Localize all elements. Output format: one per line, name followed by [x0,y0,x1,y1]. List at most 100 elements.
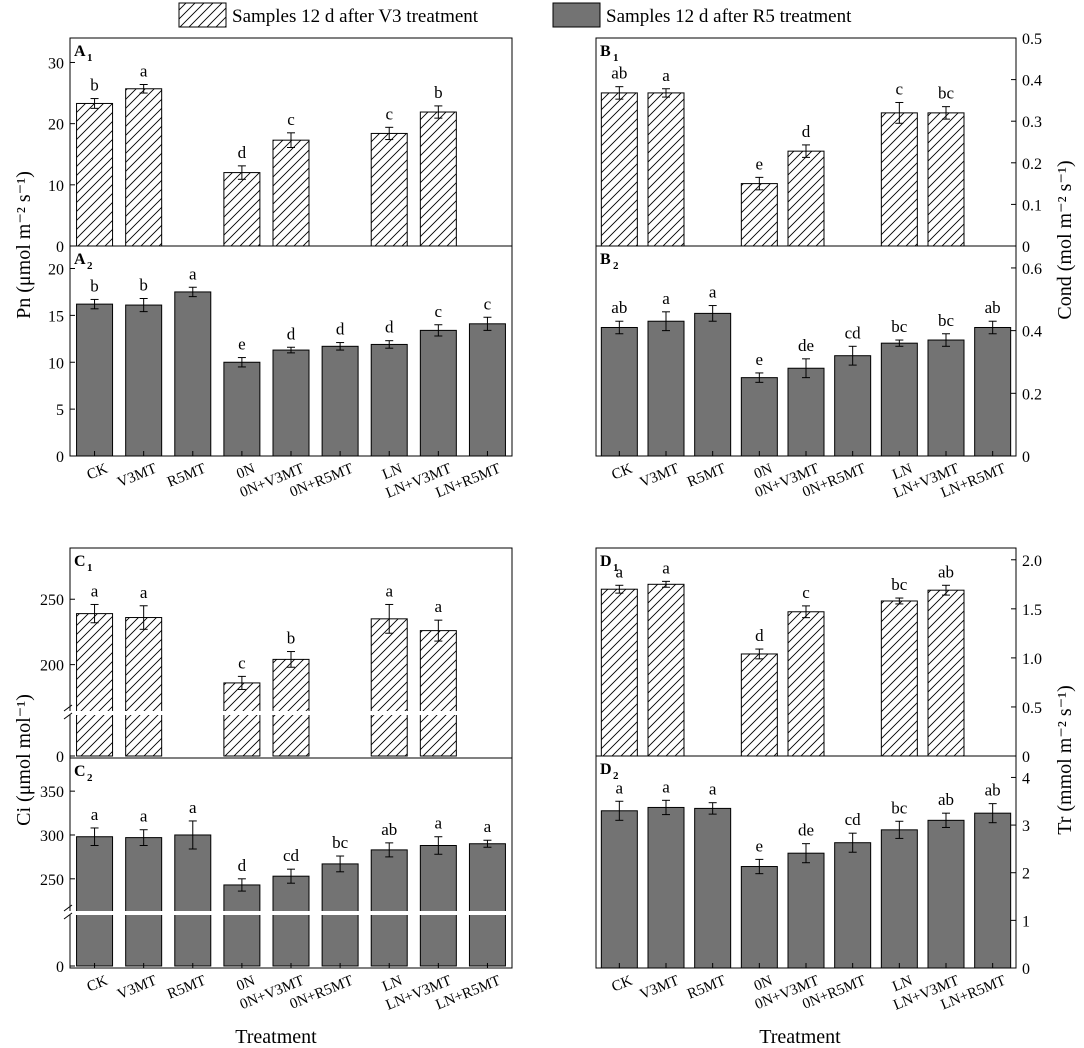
significance-letter: ab [938,790,954,809]
bar-ck [600,810,638,969]
panel-label: D [600,553,612,570]
significance-letter: c [435,302,443,321]
y-tick-label: 5 [56,402,64,419]
y-tick-label: 0 [1022,961,1030,978]
y-tick-label: 0 [1022,239,1030,256]
bar-ln-v3mt [419,111,457,247]
x-tick-label: LN [380,461,405,483]
legend-hatched-swatch [178,2,227,28]
y-tick-label: 20 [48,262,64,279]
y-tick-label: 1.5 [1022,602,1042,619]
x-tick-label: 0N [752,461,775,483]
significance-letter: cd [845,810,862,829]
x-tick-label: V3MT [638,461,682,491]
tr-ylabel: Tr (mmol m⁻² s⁻¹) [1054,685,1076,835]
x-tick-label: V3MT [115,973,159,1003]
bar-ln-r5mt [974,326,1012,457]
significance-letter: cd [845,323,862,342]
significance-letter: a [189,798,197,817]
y-tick-label: 10 [48,355,64,372]
bar-ln [880,342,918,457]
bar-0n [740,866,778,969]
significance-letter: b [90,276,99,295]
y-tick-label: 0.6 [1022,261,1042,278]
x-tick-label: V3MT [638,973,682,1003]
y-tick-label: 2.0 [1022,553,1042,570]
bar-0n-v3mt [272,875,310,967]
significance-letter: a [91,805,99,824]
significance-letter: b [139,276,148,295]
significance-letter: d [238,143,247,162]
bar-ck [76,836,114,967]
significance-letter: c [896,79,904,98]
x-tick-label: CK [610,461,635,484]
panel-label-subscript: 2 [87,260,93,272]
y-tick-label: 0.5 [1022,31,1042,48]
panel-c1: C 1 0 200 250 a a c b a a [40,547,513,766]
panel-d1: D 1 0 0.5 1.0 1.5 2.0 a a d c bc ab [595,547,1042,766]
significance-letter: a [435,814,443,833]
significance-letter: ab [938,562,954,581]
bar-ln [370,132,408,247]
significance-letter: a [189,264,197,283]
xlabel-right: Treatment [759,1026,841,1048]
bar-v3mt [125,617,163,757]
significance-letter: bc [938,311,955,330]
bar-ln [370,849,408,967]
y-tick-label: 0 [56,239,64,256]
significance-letter: e [756,836,764,855]
y-tick-label: 0 [56,959,64,976]
axis-break-gap [64,911,76,915]
bar-ln-r5mt [468,323,506,457]
panel-label-subscript: 1 [613,562,619,574]
ci-ylabel: Ci (μmol mol⁻¹) [13,694,35,826]
x-tick-label: LN [890,461,915,483]
bar-ck [600,326,638,457]
significance-letter: bc [891,798,908,817]
y-tick-label: 2 [1022,866,1030,883]
bar-ln-r5mt [468,843,506,967]
bar-ln [370,343,408,457]
y-tick-label: 1.0 [1022,651,1042,668]
x-tick-label: 0N [234,973,257,995]
bar-0n [740,653,778,757]
y-tick-label: 0 [1022,749,1030,766]
panel-label: D [600,761,612,778]
x-tick-label: 0N [234,461,257,483]
bar-0n-r5mt [834,842,872,969]
bar-r5mt [174,291,212,457]
x-tick-label: CK [85,461,110,484]
bar-v3mt [647,806,685,969]
axis-break-band [71,711,511,715]
bar-v3mt [125,88,163,247]
bar-ln-v3mt [927,819,965,969]
significance-letter: b [287,629,296,648]
significance-letter: a [662,66,670,85]
bar-0n [223,172,261,247]
bar-ck [76,303,114,457]
y-tick-label: 200 [40,658,64,675]
bar-0n-r5mt [834,355,872,457]
legend-solid-swatch [552,2,601,28]
x-tick-label: R5MT [685,461,728,491]
significance-letter: a [662,289,670,308]
significance-letter: bc [891,575,908,594]
y-tick-label: 0 [1022,449,1030,466]
x-tick-label: CK [610,973,635,996]
bar-v3mt [125,837,163,967]
axis-break-gap [64,711,76,715]
bar-0n [223,682,261,757]
legend: Samples 12 d after V3 treatment Samples … [178,2,852,28]
x-tick-label: 0N [752,973,775,995]
y-tick-label: 0.2 [1022,156,1042,173]
significance-letter: c [385,104,393,123]
significance-letter: bc [938,84,955,103]
x-tick-label: CK [85,973,110,996]
panel-label: A [74,43,86,60]
bar-ln [370,618,408,757]
panel-label: B [600,251,611,268]
significance-letter: a [140,61,148,80]
significance-letter: a [709,780,717,799]
